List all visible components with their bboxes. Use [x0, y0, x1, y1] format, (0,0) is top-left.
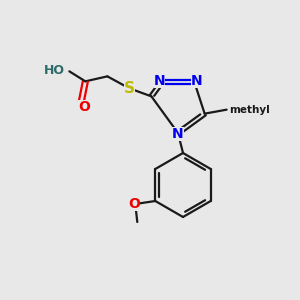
Text: N: N: [172, 127, 184, 141]
Text: S: S: [124, 81, 135, 96]
Text: O: O: [78, 100, 90, 114]
Text: O: O: [128, 197, 140, 211]
Text: HO: HO: [44, 64, 65, 77]
Text: methyl: methyl: [229, 105, 269, 115]
Text: N: N: [154, 74, 165, 88]
Text: N: N: [190, 74, 202, 88]
